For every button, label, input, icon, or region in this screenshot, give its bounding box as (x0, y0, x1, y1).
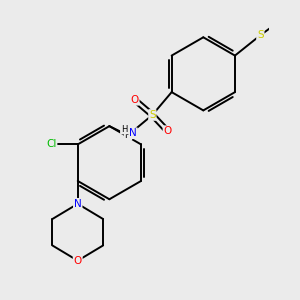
Text: Cl: Cl (46, 140, 56, 149)
Text: H: H (121, 125, 127, 134)
Text: O: O (130, 95, 139, 105)
Text: S: S (257, 30, 264, 40)
Text: S: S (149, 110, 156, 120)
Text: N: N (74, 199, 82, 209)
Text: O: O (74, 256, 82, 266)
Text: O: O (164, 126, 172, 136)
Text: H: H (124, 131, 131, 140)
Text: N: N (129, 128, 137, 138)
